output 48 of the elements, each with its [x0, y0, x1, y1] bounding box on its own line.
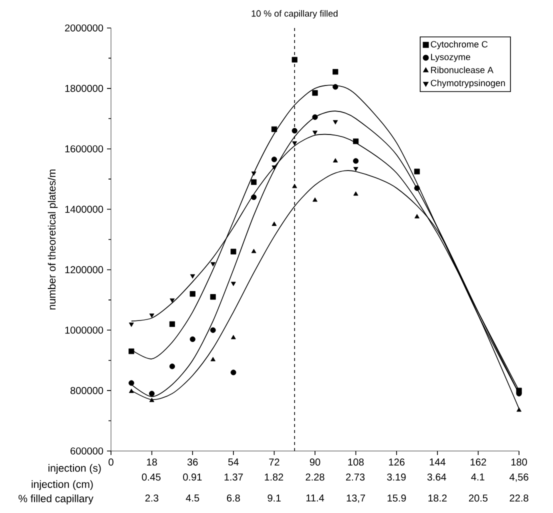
text: 18.2 [428, 494, 447, 502]
x-tick-label: 72 [269, 458, 280, 466]
x2-tick-label: 4.1 [471, 474, 484, 480]
y-tick-label: 1800000 [65, 84, 104, 92]
y-tick-label: 1000000 [65, 326, 104, 334]
text: 20.5 [468, 494, 488, 502]
legend-label: Lysozyme [431, 54, 470, 62]
text: 13,7 [346, 494, 366, 503]
legend-label: Cytochrome C [430, 40, 488, 50]
x2-tick-label: 4,56 [510, 474, 528, 482]
x2-tick-label: 0.91 [183, 474, 202, 481]
x-tick-label: 0 [108, 458, 114, 466]
text: 2.3 [145, 494, 158, 502]
y-axis-title: number of theoretical plates/m [48, 170, 58, 310]
x-tick-label: 36 [187, 458, 198, 466]
y-tick-label: 600000 [70, 447, 104, 455]
x-axis-title: injection (s) [48, 464, 101, 474]
x2-tick-label: 3.19 [387, 474, 406, 481]
x-tick-label: 90 [310, 458, 320, 466]
x-tick-label: 54 [228, 458, 239, 466]
x-tick-label: 18 [147, 458, 157, 466]
y-tick-label: 1400000 [65, 206, 104, 213]
y-tick-label: 1600000 [65, 145, 104, 152]
x-tick-label: 180 [511, 458, 527, 466]
text: 15.9 [388, 494, 406, 502]
x-tick-label: 126 [389, 458, 405, 466]
y-tick-label: 800000 [70, 387, 104, 394]
x-tick-label: 144 [430, 458, 446, 466]
x2-tick-label: 2.28 [306, 474, 324, 481]
y-tick-label: 1200000 [65, 266, 104, 274]
x-tick-label: 108 [348, 458, 364, 466]
legend-label: Chymotrypsinogen [430, 80, 505, 88]
x2-tick-label: 2.73 [346, 474, 365, 481]
text: 22.8 [510, 494, 528, 502]
x2-tick-label: 1.37 [224, 474, 243, 481]
x2-tick-label: 3.64 [427, 474, 446, 481]
x2-tick-label: 0.45 [142, 474, 161, 481]
text: % filled capillary [18, 494, 94, 504]
y-tick-label: 2000000 [65, 24, 104, 32]
x2-tick-label: 1.82 [264, 474, 284, 481]
text: 6.8 [226, 494, 240, 502]
text: 11.4 [306, 494, 324, 502]
text: 4.5 [186, 494, 200, 502]
legend-label: Ribonuclease A [431, 66, 494, 74]
x-tick-label: 162 [470, 458, 486, 466]
text: 9.1 [268, 494, 281, 502]
x2-axis-title: injection (cm) [32, 480, 93, 490]
ref-line-label: 10 % of capillary filled [252, 10, 338, 18]
